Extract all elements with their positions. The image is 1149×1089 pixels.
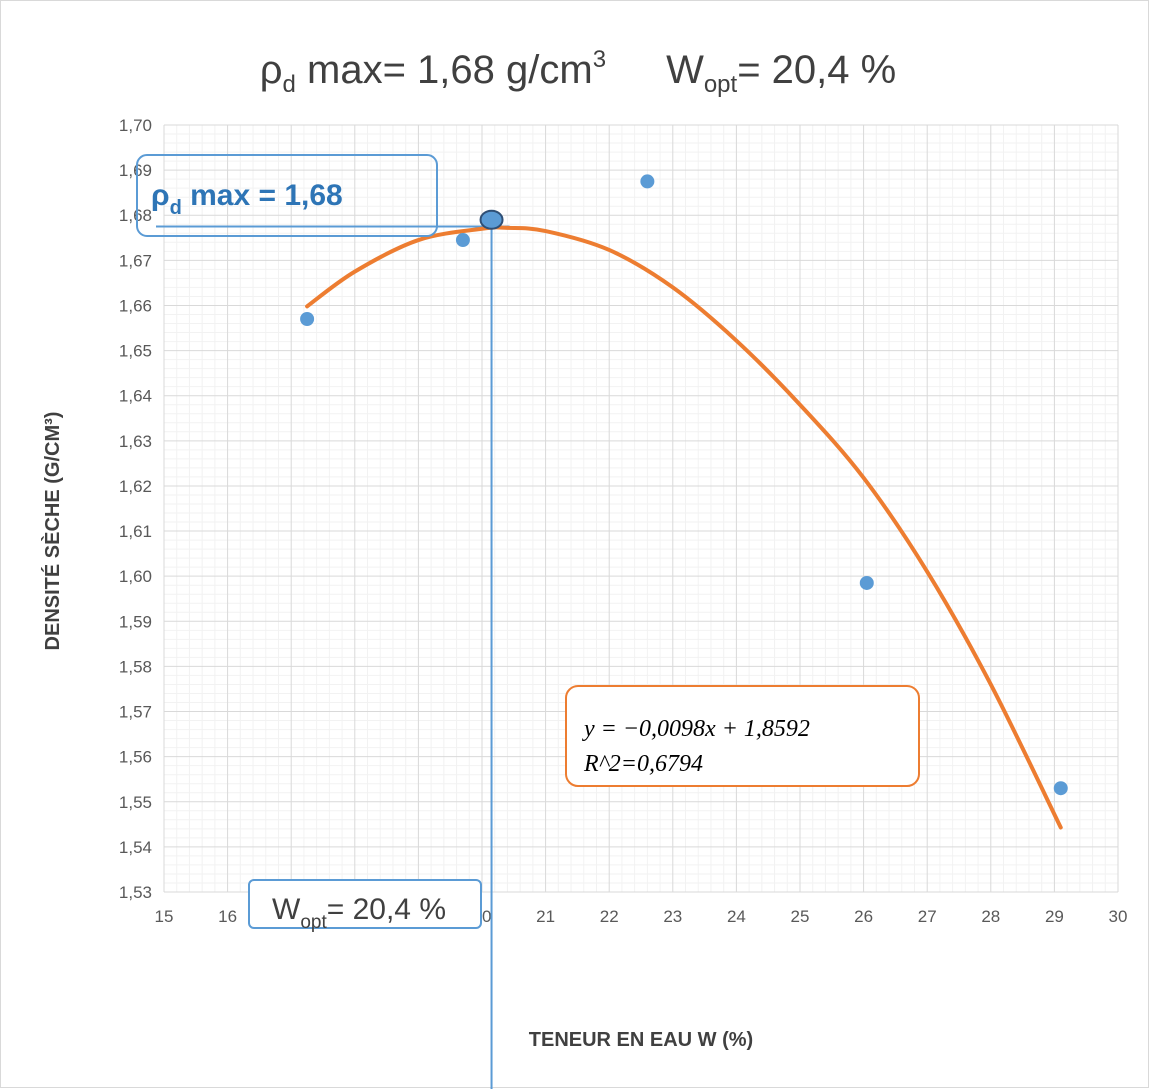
rho-max-sub: d [170, 197, 182, 219]
rho-max-text: max = 1,68 [182, 179, 343, 212]
y-tick-label: 1,55 [119, 793, 152, 812]
y-tick-label: 1,67 [119, 251, 152, 270]
chart-title: ρd max= 1,68 g/cm3 Wopt= 20,4 % [260, 46, 896, 98]
w-opt-label: Wopt= 20,4 % [272, 893, 446, 933]
rho-max-annotation: ρd max = 1,68 [136, 154, 438, 237]
y-tick-label: 1,70 [119, 116, 152, 135]
y-tick-label: 1,69 [119, 161, 152, 180]
y-tick-label: 1,60 [119, 567, 152, 586]
y-tick-label: 1,56 [119, 748, 152, 767]
y-tick-label: 1,64 [119, 387, 152, 406]
x-tick-label: 24 [727, 907, 746, 926]
x-tick-label: 16 [218, 907, 237, 926]
rho-max-label: ρd max = 1,68 [151, 179, 343, 219]
y-tick-label: 1,63 [119, 432, 152, 451]
data-point [1053, 781, 1068, 796]
w-opt-sub: opt [300, 912, 327, 933]
optimum-marker [479, 209, 504, 230]
title-rho-text: max= 1,68 g/cm [296, 48, 593, 92]
title-w-text: = 20,4 % [737, 48, 896, 92]
x-tick-label: 21 [536, 907, 555, 926]
y-tick-label: 1,58 [119, 657, 152, 676]
rho-max-box [136, 154, 438, 237]
y-tick-label: 1,65 [119, 342, 152, 361]
x-tick-label: 23 [663, 907, 682, 926]
x-tick-label: 25 [791, 907, 810, 926]
data-point [859, 575, 874, 590]
y-tick-label: 1,66 [119, 296, 152, 315]
y-axis-title: DENSITÉ SÈCHE (G/CM³) [41, 412, 64, 651]
x-axis-title: TENEUR EN EAU W (%) [529, 1029, 753, 1051]
title-rho-symbol: ρ [260, 48, 283, 92]
rho-max-symbol: ρ [151, 179, 170, 212]
data-point [640, 174, 655, 189]
x-tick-label: 26 [854, 907, 873, 926]
equation-line1: y = −0,0098x + 1,8592 [582, 716, 810, 742]
data-points [300, 174, 1068, 796]
y-tick-label: 1,57 [119, 703, 152, 722]
w-opt-box [248, 879, 482, 929]
y-tick-label: 1,61 [119, 522, 152, 541]
w-opt-annotation: Wopt= 20,4 % [248, 879, 482, 933]
x-tick-label: 28 [981, 907, 1000, 926]
x-tick-label: 15 [155, 907, 174, 926]
w-opt-symbol: W [272, 893, 301, 926]
y-tick-label: 1,62 [119, 477, 152, 496]
trendline [305, 225, 1063, 830]
optimum-guide-lines [156, 219, 510, 1089]
y-tick-label: 1,54 [119, 838, 152, 857]
x-tick-label: 22 [600, 907, 619, 926]
equation-box [565, 685, 920, 787]
x-tick-label: 30 [1109, 907, 1128, 926]
title-w-sub: opt [704, 71, 738, 98]
title-w-symbol: W [666, 48, 704, 92]
y-axis-tick-labels: 1,53 1,54 1,55 1,56 1,57 1,58 1,59 1,60 1,61 1,62… [119, 116, 152, 902]
w-opt-text: = 20,4 % [327, 893, 446, 926]
equation-line2: R^2=0,6794 [583, 751, 703, 777]
x-tick-label: 27 [918, 907, 937, 926]
data-point [300, 312, 315, 327]
y-tick-label: 1,53 [119, 883, 152, 902]
title-rho-sup: 3 [593, 46, 606, 73]
optimum-marker-group [479, 209, 504, 230]
title-rho-sub: d [283, 71, 296, 98]
trendline-group [305, 225, 1063, 830]
y-tick-label: 1,68 [119, 206, 152, 225]
x-tick-label: 29 [1045, 907, 1064, 926]
data-point [455, 233, 470, 248]
equation-annotation: y = −0,0098x + 1,8592 R^2=0,6794 [565, 685, 920, 787]
y-tick-label: 1,59 [119, 612, 152, 631]
